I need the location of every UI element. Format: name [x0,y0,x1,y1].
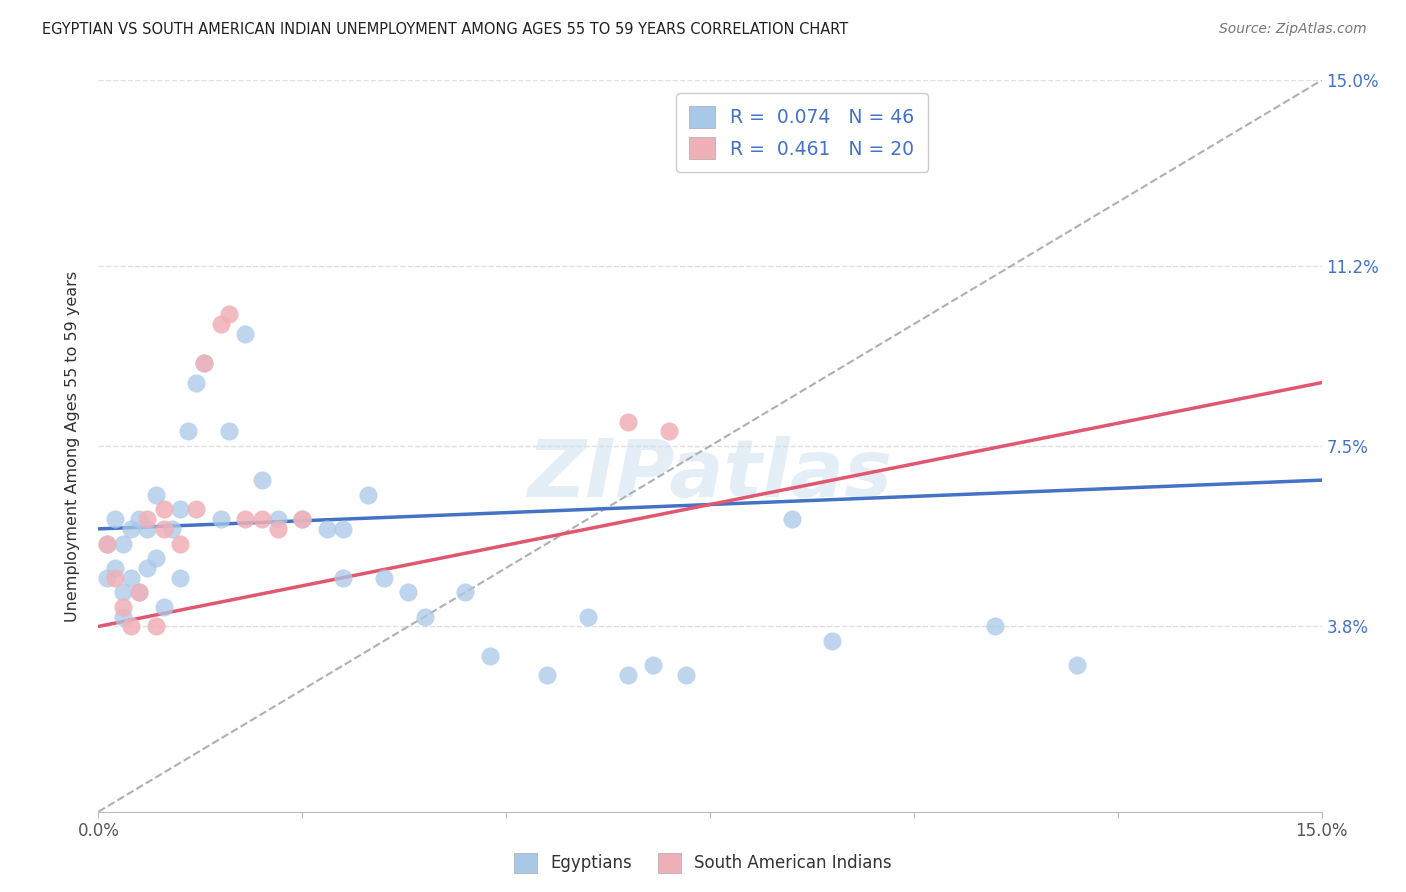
Point [821,634,844,648]
Point [193,356,215,370]
Point [478,648,501,663]
Legend: R =  0.074   N = 46, R =  0.461   N = 20: R = 0.074 N = 46, R = 0.461 N = 20 [676,94,928,172]
Point [617,668,640,682]
Point [641,658,664,673]
Point [617,415,640,429]
Point [96,571,118,585]
Legend: Egyptians, South American Indians: Egyptians, South American Indians [508,847,898,880]
Point [576,609,599,624]
Point [315,522,337,536]
Point [111,609,134,624]
Point [209,317,232,331]
Point [104,512,127,526]
Point [186,502,208,516]
Point [169,536,191,550]
Point [413,609,436,624]
Point [152,522,174,536]
Point [186,376,208,390]
Point [291,512,314,526]
Point [332,571,354,585]
Point [136,561,159,575]
Text: ZIPatlas: ZIPatlas [527,436,893,515]
Text: Source: ZipAtlas.com: Source: ZipAtlas.com [1219,22,1367,37]
Point [128,512,150,526]
Point [120,571,142,585]
Point [169,571,191,585]
Point [658,425,681,439]
Point [128,585,150,599]
Point [209,512,232,526]
Point [111,585,134,599]
Point [160,522,183,536]
Point [152,599,174,614]
Point [136,512,159,526]
Point [332,522,354,536]
Point [1066,658,1088,673]
Point [136,522,159,536]
Point [291,512,314,526]
Point [145,488,167,502]
Point [218,425,240,439]
Point [233,512,256,526]
Point [356,488,378,502]
Point [218,307,240,321]
Point [111,599,134,614]
Point [177,425,200,439]
Point [454,585,477,599]
Point [145,619,167,633]
Point [104,571,127,585]
Point [675,668,697,682]
Text: EGYPTIAN VS SOUTH AMERICAN INDIAN UNEMPLOYMENT AMONG AGES 55 TO 59 YEARS CORRELA: EGYPTIAN VS SOUTH AMERICAN INDIAN UNEMPL… [42,22,848,37]
Point [267,522,290,536]
Point [396,585,419,599]
Y-axis label: Unemployment Among Ages 55 to 59 years: Unemployment Among Ages 55 to 59 years [65,270,80,622]
Point [111,536,134,550]
Point [128,585,150,599]
Point [169,502,191,516]
Point [96,536,118,550]
Point [373,571,395,585]
Point [984,619,1007,633]
Point [96,536,118,550]
Point [267,512,290,526]
Point [233,326,256,341]
Point [104,561,127,575]
Point [120,619,142,633]
Point [250,473,273,487]
Point [152,502,174,516]
Point [193,356,215,370]
Point [536,668,558,682]
Point [250,512,273,526]
Point [120,522,142,536]
Point [780,512,803,526]
Point [145,551,167,566]
